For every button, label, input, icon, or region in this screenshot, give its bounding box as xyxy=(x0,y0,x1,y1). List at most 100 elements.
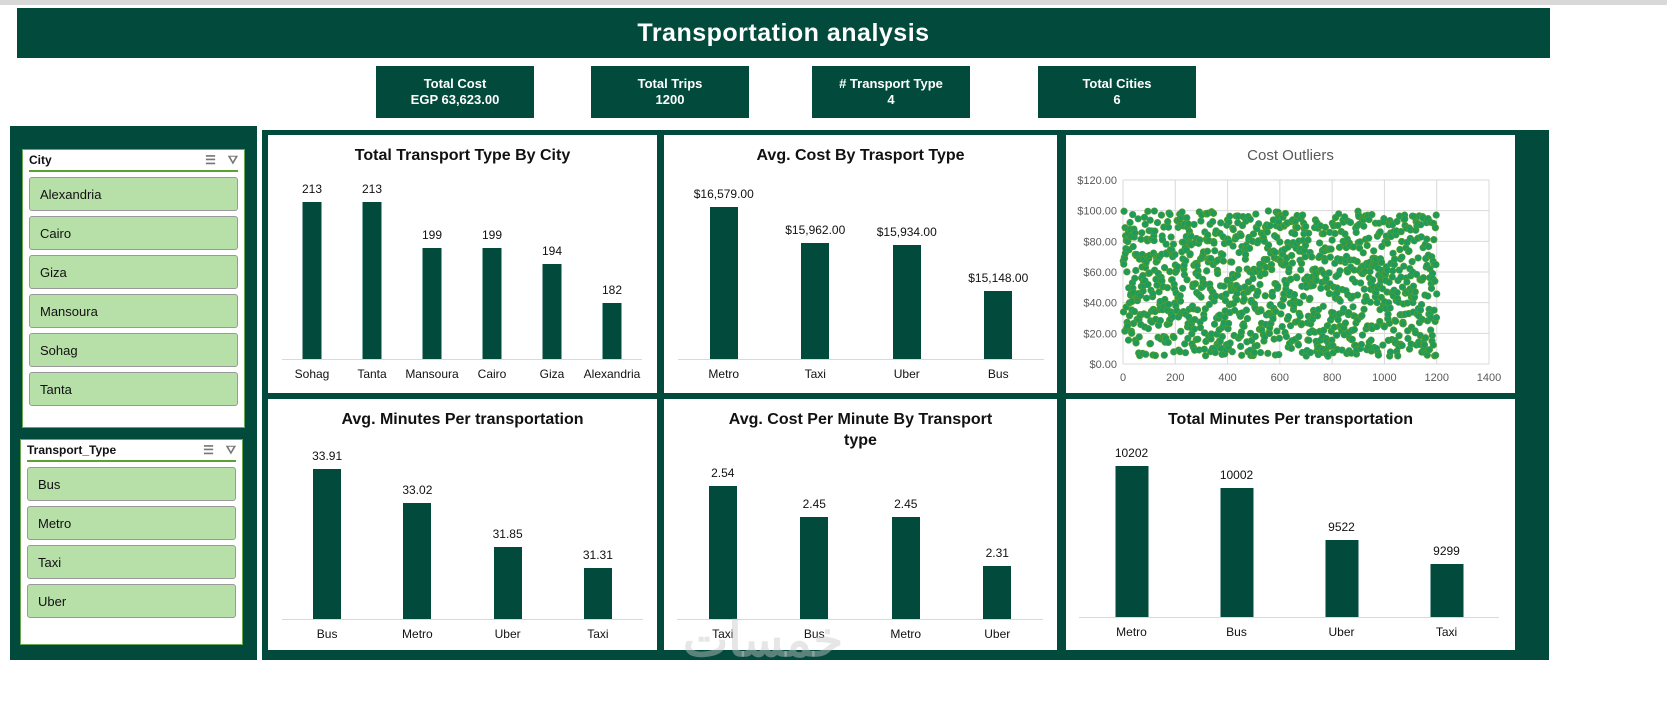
scatter-point xyxy=(1209,218,1217,226)
scatter-point xyxy=(1389,267,1397,275)
scatter-point xyxy=(1340,305,1348,313)
bar[interactable] xyxy=(542,264,562,359)
slicer-item-uber[interactable]: Uber xyxy=(27,584,236,618)
category-label: Giza xyxy=(539,367,565,381)
scatter-point xyxy=(1388,273,1396,281)
chart-total-minutes[interactable]: Total Minutes Per transportation 10202 Me… xyxy=(1066,399,1515,650)
bar[interactable] xyxy=(1325,539,1358,617)
scatter-point xyxy=(1392,317,1400,325)
scatter-point xyxy=(1261,269,1269,277)
scatter-point xyxy=(1225,218,1233,226)
scatter-point xyxy=(1243,314,1252,323)
scatter-point xyxy=(1210,239,1218,247)
scatter-point xyxy=(1254,288,1262,296)
scatter-point xyxy=(1261,292,1269,300)
plot-area: 213 Sohag 213 Tanta 199 Mansoura 199 Cairo 194 Gi… xyxy=(282,180,642,381)
slicer-item-sohag[interactable]: Sohag xyxy=(29,333,238,367)
bar[interactable] xyxy=(422,247,442,359)
multi-select-icon[interactable]: ☰ xyxy=(205,153,216,167)
bar-group: 33.91 Bus xyxy=(282,440,372,641)
bar[interactable] xyxy=(313,469,342,619)
bar[interactable] xyxy=(984,291,1013,359)
bar-group: 199 Mansoura xyxy=(402,180,462,381)
bar[interactable] xyxy=(602,303,622,359)
scatter-point xyxy=(1225,319,1233,328)
bar[interactable] xyxy=(583,568,612,619)
kpi-transport-types: # Transport Type 4 xyxy=(812,66,970,118)
scatter-point xyxy=(1138,229,1146,237)
scatter-point xyxy=(1181,340,1189,348)
slicer-panel: City ☰ ⛛ Alexandria Cairo Giza Mansoura Sohag T… xyxy=(10,126,257,660)
scatter-point xyxy=(1151,351,1160,360)
bar[interactable] xyxy=(801,243,830,359)
x-tick-label: 400 xyxy=(1218,372,1236,384)
bar[interactable] xyxy=(709,207,738,359)
scatter-point xyxy=(1405,247,1413,255)
bar[interactable] xyxy=(302,201,322,359)
scatter-point xyxy=(1146,216,1154,224)
scatter-point xyxy=(1229,225,1237,234)
scatter-point xyxy=(1432,211,1440,219)
scatter-point xyxy=(1256,348,1265,357)
slicer-item-bus[interactable]: Bus xyxy=(27,467,236,501)
scatter-point xyxy=(1219,257,1227,265)
bar[interactable] xyxy=(482,247,502,359)
slicer-item-taxi[interactable]: Taxi xyxy=(27,545,236,579)
bar-group: 10002 Bus xyxy=(1184,438,1289,639)
scatter-point xyxy=(1370,247,1378,255)
multi-select-icon[interactable]: ☰ xyxy=(203,443,214,457)
slicer-item-cairo[interactable]: Cairo xyxy=(29,216,238,250)
chart-transport-by-city[interactable]: Total Transport Type By City 213 Sohag 213… xyxy=(268,135,657,393)
chart-cost-outliers[interactable]: Cost Outliers $0.00 $20.00 $40.00 $60.00 $80… xyxy=(1066,135,1515,393)
slicer-item-mansoura[interactable]: Mansoura xyxy=(29,294,238,328)
scatter-point xyxy=(1144,325,1152,333)
scatter-point xyxy=(1162,240,1170,248)
slicer-item-alexandria[interactable]: Alexandria xyxy=(29,177,238,211)
scatter-point xyxy=(1404,334,1412,343)
data-label: 10202 xyxy=(1114,446,1149,460)
scatter-point xyxy=(1369,276,1377,284)
bar[interactable] xyxy=(403,502,432,619)
x-tick-label: 600 xyxy=(1271,372,1289,384)
scatter-point xyxy=(1374,351,1383,359)
bar[interactable] xyxy=(892,244,921,359)
scatter-point xyxy=(1306,348,1315,357)
chart-avg-minutes[interactable]: Avg. Minutes Per transportation 33.91 Bus… xyxy=(268,399,657,650)
x-tick-label: 800 xyxy=(1323,372,1341,384)
bar[interactable] xyxy=(1430,564,1463,617)
chart-avg-cost-by-type[interactable]: Avg. Cost By Trasport Type $16,579.00 Met… xyxy=(664,135,1057,393)
scatter-point xyxy=(1211,247,1219,255)
scatter-point xyxy=(1123,268,1131,276)
slicer-item-tanta[interactable]: Tanta xyxy=(29,372,238,406)
scatter-point xyxy=(1366,267,1374,276)
scatter-point xyxy=(1299,292,1307,300)
bar[interactable] xyxy=(493,547,522,619)
bar[interactable] xyxy=(983,566,1012,619)
bar[interactable] xyxy=(1115,466,1148,617)
scatter-point xyxy=(1157,211,1166,219)
scatter-point xyxy=(1430,306,1438,314)
bar[interactable] xyxy=(800,517,829,619)
bar-group: 10202 Metro xyxy=(1079,438,1184,639)
transport-slicer-title: Transport_Type xyxy=(27,443,117,457)
scatter-point xyxy=(1135,333,1143,341)
clear-filter-icon[interactable]: ⛛ xyxy=(225,442,236,457)
scatter-point xyxy=(1379,341,1387,349)
bar[interactable] xyxy=(1220,487,1253,617)
scatter-point xyxy=(1246,215,1254,223)
category-label: Bus xyxy=(987,367,1009,381)
slicer-item-metro[interactable]: Metro xyxy=(27,506,236,540)
scatter-point xyxy=(1156,316,1164,325)
clear-filter-icon[interactable]: ⛛ xyxy=(227,152,238,167)
category-label: Alexandria xyxy=(583,367,641,381)
chart-title: Avg. Cost By Trasport Type xyxy=(756,147,965,164)
bar-group: 31.85 Uber xyxy=(463,440,553,641)
slicer-item-giza[interactable]: Giza xyxy=(29,255,238,289)
category-label: Metro xyxy=(708,367,740,381)
scatter-point xyxy=(1150,207,1158,215)
bar[interactable] xyxy=(362,201,382,359)
chart-avg-cost-per-minute[interactable]: Avg. Cost Per Minute By Transport type 2… xyxy=(664,399,1057,650)
scatter-point xyxy=(1146,339,1155,348)
bar[interactable] xyxy=(708,486,737,619)
bar[interactable] xyxy=(891,517,920,619)
